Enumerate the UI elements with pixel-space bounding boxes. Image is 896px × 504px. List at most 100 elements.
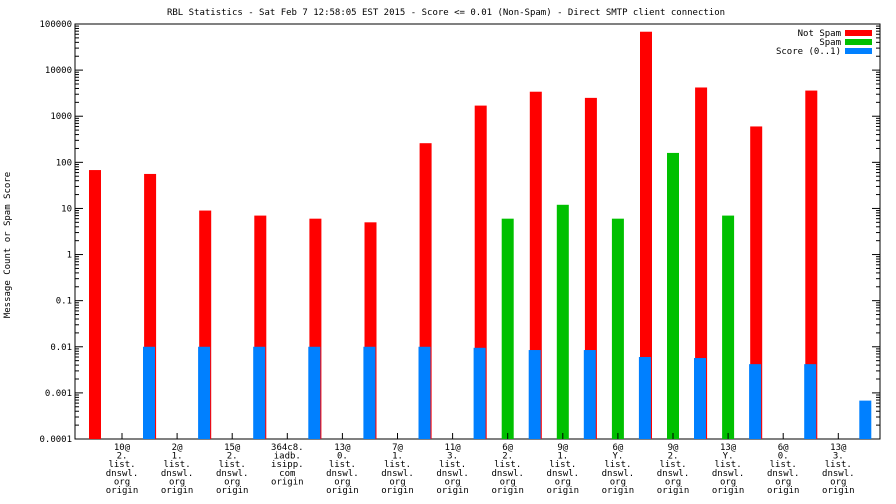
bar-score-0-1-5: [418, 346, 431, 439]
x-tick-label: list.: [770, 460, 797, 470]
legend-label: Score (0..1): [776, 47, 841, 57]
bar-spam-11: [722, 215, 735, 439]
y-tick-label: 100: [56, 158, 72, 168]
x-tick-label: list.: [219, 460, 246, 470]
chart-title: RBL Statistics - Sat Feb 7 12:58:05 EST …: [167, 8, 725, 18]
x-tick-label: origin: [657, 486, 690, 496]
bar-not-spam-3: [254, 215, 267, 439]
x-tick-label: Y.: [723, 452, 734, 462]
x-axis-category-labels: 10@2.list.dnswl.orgorigin2@1.list.dnswl.…: [106, 433, 855, 496]
x-tick-label: org: [665, 477, 681, 487]
bar-score-0-1-0: [143, 346, 155, 439]
y-tick-label: 0.1: [56, 297, 72, 307]
legend-swatch: [845, 39, 872, 45]
bar-score-0-1-12: [804, 364, 817, 439]
x-tick-label: origin: [712, 486, 745, 496]
x-tick-label: dnswl.: [326, 469, 359, 479]
x-tick-label: 11@: [444, 443, 461, 453]
bar-score-0-1-11: [749, 364, 762, 439]
x-tick-label: dnswl.: [106, 469, 139, 479]
x-tick-label: dnswl.: [381, 469, 414, 479]
x-tick-label: dnswl.: [822, 469, 855, 479]
bar-spam-9: [611, 218, 624, 439]
legend-swatch: [845, 48, 872, 54]
bar-score-0-1-13: [859, 400, 872, 439]
x-tick-label: org: [830, 477, 846, 487]
x-tick-label: dnswl.: [216, 469, 249, 479]
bar-score-0-1-7: [528, 350, 541, 439]
bar-score-0-1-6: [473, 347, 486, 439]
legend-label: Not Spam: [798, 29, 841, 39]
x-tick-label: list.: [604, 460, 631, 470]
x-tick-label: list.: [659, 460, 686, 470]
x-tick-label: 364c8.: [271, 443, 304, 453]
x-tick-label: 9@: [668, 443, 679, 453]
bar-not-spam-0: [89, 170, 101, 440]
x-tick-label: 1.: [557, 452, 568, 462]
legend-swatch: [845, 30, 872, 36]
x-tick-label: org: [555, 477, 571, 487]
y-axis-label: Message Count or Spam Score: [3, 172, 13, 318]
x-tick-label: 9@: [557, 443, 568, 453]
x-tick-label: 13@: [334, 443, 351, 453]
x-tick-label: list.: [715, 460, 742, 470]
bar-spam-10: [667, 152, 679, 439]
x-tick-label: 13@: [720, 443, 737, 453]
x-tick-label: dnswl.: [657, 469, 690, 479]
x-tick-label: origin: [436, 486, 469, 496]
x-tick-label: org: [444, 477, 460, 487]
x-tick-label: origin: [602, 486, 635, 496]
x-tick-label: origin: [106, 486, 139, 496]
x-tick-label: list.: [439, 460, 466, 470]
x-tick-label: org: [114, 477, 130, 487]
y-tick-label: 0.0001: [39, 435, 72, 445]
bar-score-0-1-3: [308, 346, 321, 439]
x-tick-label: Y.: [612, 452, 623, 462]
bar-score-0-1-8: [583, 350, 596, 439]
x-tick-label: dnswl.: [547, 469, 580, 479]
x-tick-label: origin: [326, 486, 359, 496]
x-tick-label: org: [610, 477, 626, 487]
x-tick-label: dnswl.: [436, 469, 469, 479]
x-tick-label: 2@: [172, 443, 183, 453]
x-tick-label: org: [389, 477, 405, 487]
x-tick-label: list.: [329, 460, 356, 470]
x-tick-label: list.: [549, 460, 576, 470]
x-tick-label: 1.: [392, 452, 403, 462]
x-tick-label: 3.: [447, 452, 458, 462]
bar-spam-8: [556, 204, 569, 439]
bar-spam-7: [501, 218, 514, 439]
x-tick-label: 0.: [778, 452, 789, 462]
y-tick-label: 0.001: [45, 389, 72, 399]
bar-score-0-1-2: [253, 346, 266, 439]
x-tick-label: 7@: [392, 443, 403, 453]
bar-score-0-1-9: [638, 357, 651, 439]
x-tick-label: 6@: [502, 443, 513, 453]
y-tick-label: 1000: [50, 112, 72, 122]
x-tick-label: org: [720, 477, 736, 487]
y-tick-label: 10: [61, 204, 72, 214]
x-tick-label: org: [169, 477, 185, 487]
bar-not-spam-11: [695, 87, 708, 439]
x-tick-label: org: [224, 477, 240, 487]
bar-score-0-1-1: [198, 346, 211, 439]
y-tick-label: 10000: [45, 66, 72, 76]
x-tick-label: 2.: [668, 452, 679, 462]
x-tick-label: 6@: [612, 443, 623, 453]
x-tick-label: dnswl.: [161, 469, 194, 479]
x-tick-label: list.: [108, 460, 135, 470]
bar-score-0-1-4: [363, 346, 376, 439]
x-tick-label: 6@: [778, 443, 789, 453]
x-tick-label: org: [334, 477, 350, 487]
x-tick-label: 0.: [337, 452, 348, 462]
legend-label: Spam: [819, 38, 841, 48]
x-tick-label: 3.: [833, 452, 844, 462]
bar-score-0-1-10: [694, 358, 706, 439]
x-tick-label: origin: [767, 486, 800, 496]
x-tick-label: org: [500, 477, 516, 487]
x-tick-label: origin: [271, 477, 304, 487]
x-tick-label: 1.: [172, 452, 183, 462]
x-tick-label: dnswl.: [712, 469, 745, 479]
